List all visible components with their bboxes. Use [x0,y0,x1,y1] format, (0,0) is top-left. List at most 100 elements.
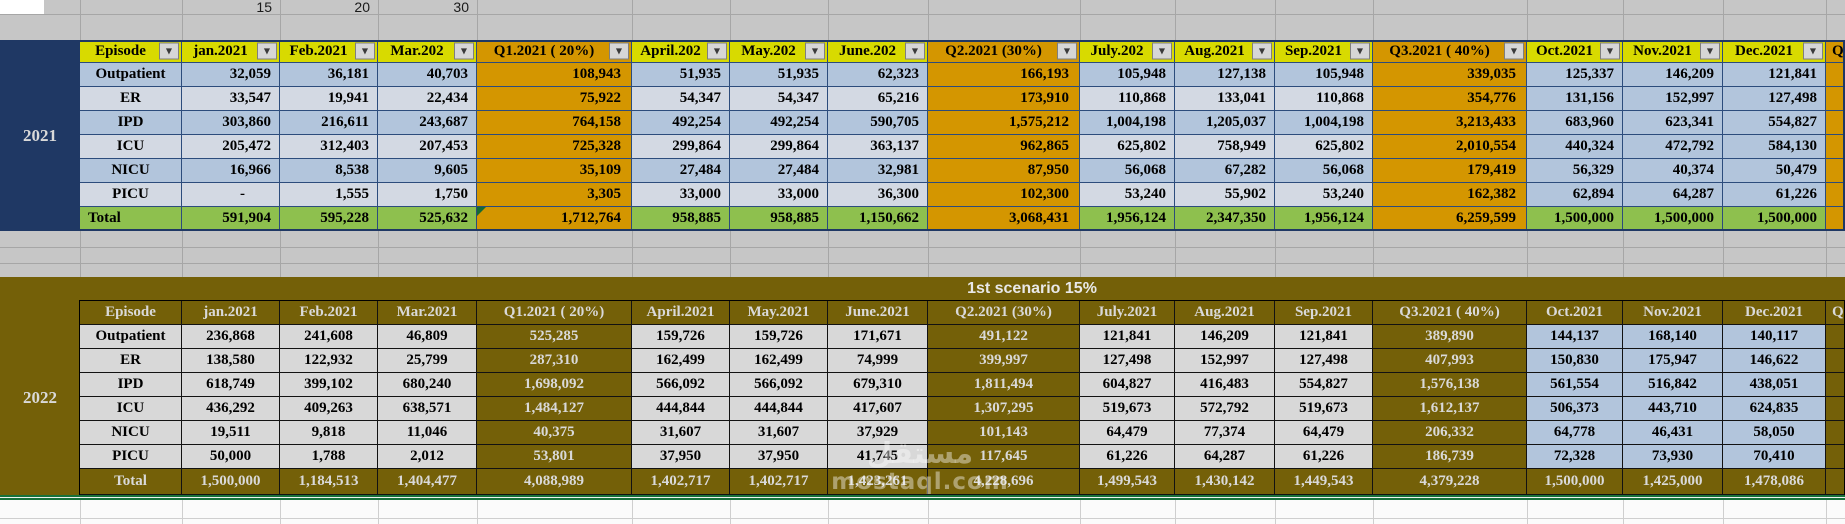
data-cell[interactable]: 64,287 [1175,445,1275,469]
column-header[interactable]: Q2.2021 (30%) ▼ [928,40,1080,63]
data-cell[interactable]: 32,059 [182,63,280,87]
data-cell[interactable] [1826,159,1845,183]
total-cell[interactable]: 4,228,696 [928,469,1080,495]
data-cell[interactable]: 764,158 [477,111,632,135]
data-cell[interactable]: 152,997 [1623,87,1723,111]
data-cell[interactable]: 159,726 [730,325,828,349]
data-cell[interactable] [1826,183,1845,207]
column-header[interactable]: Q3.2021 ( 40%) [1373,301,1527,325]
column-header[interactable]: Q1.2021 ( 20%) [477,301,632,325]
data-cell[interactable]: 46,809 [378,325,477,349]
filter-dropdown-button[interactable]: ▼ [1700,42,1720,60]
data-cell[interactable]: 11,046 [378,421,477,445]
data-cell[interactable] [1826,87,1845,111]
row-label[interactable]: ICU [80,397,182,421]
data-cell[interactable]: 1,750 [378,183,477,207]
data-cell[interactable]: 444,844 [730,397,828,421]
filter-dropdown-button[interactable]: ▼ [805,42,825,60]
data-cell[interactable]: 33,000 [730,183,828,207]
data-cell[interactable]: 40,374 [1623,159,1723,183]
data-cell[interactable]: 299,864 [730,135,828,159]
data-cell[interactable]: 162,499 [730,349,828,373]
data-cell[interactable]: 65,216 [828,87,928,111]
filter-dropdown-button[interactable]: ▼ [1252,42,1272,60]
data-cell[interactable]: 140,117 [1723,325,1826,349]
row-label[interactable]: Outpatient [80,63,182,87]
data-cell[interactable]: 1,575,212 [928,111,1080,135]
data-cell[interactable]: 61,226 [1275,445,1373,469]
data-cell[interactable]: 962,865 [928,135,1080,159]
total-cell[interactable]: 591,904 [182,207,280,231]
data-cell[interactable]: 105,948 [1080,63,1175,87]
data-cell[interactable]: 171,671 [828,325,928,349]
total-cell[interactable]: 1,500,000 [182,469,280,495]
total-cell[interactable]: 1,430,142 [1175,469,1275,495]
data-cell[interactable]: 31,607 [730,421,828,445]
data-cell[interactable]: 22,434 [378,87,477,111]
total-cell[interactable] [1826,469,1845,495]
total-cell[interactable]: 1,404,477 [378,469,477,495]
column-header[interactable]: Episode ▼ [80,40,182,63]
scenario-title[interactable]: 1st scenario 15% [967,280,1097,297]
column-header[interactable]: Oct.2021 ▼ [1527,40,1623,63]
total-cell[interactable]: 1,499,543 [1080,469,1175,495]
total-cell[interactable] [1826,207,1845,231]
data-cell[interactable]: 117,645 [928,445,1080,469]
data-cell[interactable]: 173,910 [928,87,1080,111]
data-cell[interactable]: 472,792 [1623,135,1723,159]
data-cell[interactable]: 683,960 [1527,111,1623,135]
data-cell[interactable] [1826,397,1845,421]
data-cell[interactable]: 150,830 [1527,349,1623,373]
data-cell[interactable]: 35,109 [477,159,632,183]
column-header[interactable]: Dec.2021 [1723,301,1826,325]
data-cell[interactable]: 186,739 [1373,445,1527,469]
data-cell[interactable]: 440,324 [1527,135,1623,159]
data-cell[interactable]: 146,209 [1175,325,1275,349]
data-cell[interactable]: 623,341 [1623,111,1723,135]
data-cell[interactable] [1826,421,1845,445]
column-header[interactable]: Nov.2021 [1623,301,1723,325]
data-cell[interactable]: 127,498 [1275,349,1373,373]
data-cell[interactable]: 62,894 [1527,183,1623,207]
data-cell[interactable]: 1,698,092 [477,373,632,397]
row-label[interactable]: IPD [80,373,182,397]
data-cell[interactable]: 131,156 [1527,87,1623,111]
total-cell[interactable]: 1,500,000 [1527,207,1623,231]
data-cell[interactable]: 138,580 [182,349,280,373]
data-cell[interactable]: 37,929 [828,421,928,445]
data-cell[interactable]: 519,673 [1080,397,1175,421]
column-header[interactable]: jan.2021 ▼ [182,40,280,63]
data-cell[interactable]: 53,240 [1080,183,1175,207]
total-label[interactable]: Total [80,469,182,495]
data-cell[interactable]: 55,902 [1175,183,1275,207]
data-cell[interactable]: 207,453 [378,135,477,159]
total-cell[interactable]: 3,068,431 [928,207,1080,231]
data-cell[interactable]: 8,538 [280,159,378,183]
data-cell[interactable]: 436,292 [182,397,280,421]
data-cell[interactable]: 1,205,037 [1175,111,1275,135]
data-cell[interactable]: 216,611 [280,111,378,135]
data-cell[interactable] [1826,135,1845,159]
data-cell[interactable]: 56,068 [1080,159,1175,183]
data-cell[interactable]: 2,012 [378,445,477,469]
column-header[interactable]: Oct.2021 [1527,301,1623,325]
column-header[interactable]: jan.2021 [182,301,280,325]
data-cell[interactable]: 77,374 [1175,421,1275,445]
row-label[interactable]: IPD [80,111,182,135]
data-cell[interactable]: 3,305 [477,183,632,207]
data-cell[interactable] [1826,445,1845,469]
row-label[interactable]: ICU [80,135,182,159]
column-header[interactable]: May.202 ▼ [730,40,828,63]
data-cell[interactable]: 102,300 [928,183,1080,207]
data-cell[interactable]: 127,138 [1175,63,1275,87]
column-header[interactable]: Q3.2021 ( 40%) ▼ [1373,40,1527,63]
data-cell[interactable]: 37,950 [632,445,730,469]
data-cell[interactable]: 75,922 [477,87,632,111]
column-header[interactable]: July.202 ▼ [1080,40,1175,63]
data-cell[interactable]: 162,382 [1373,183,1527,207]
data-cell[interactable]: 680,240 [378,373,477,397]
filter-dropdown-button[interactable]: ▼ [905,42,925,60]
data-cell[interactable]: 287,310 [477,349,632,373]
top-cell-value-15[interactable]: 15 [256,0,272,15]
data-cell[interactable]: 1,555 [280,183,378,207]
